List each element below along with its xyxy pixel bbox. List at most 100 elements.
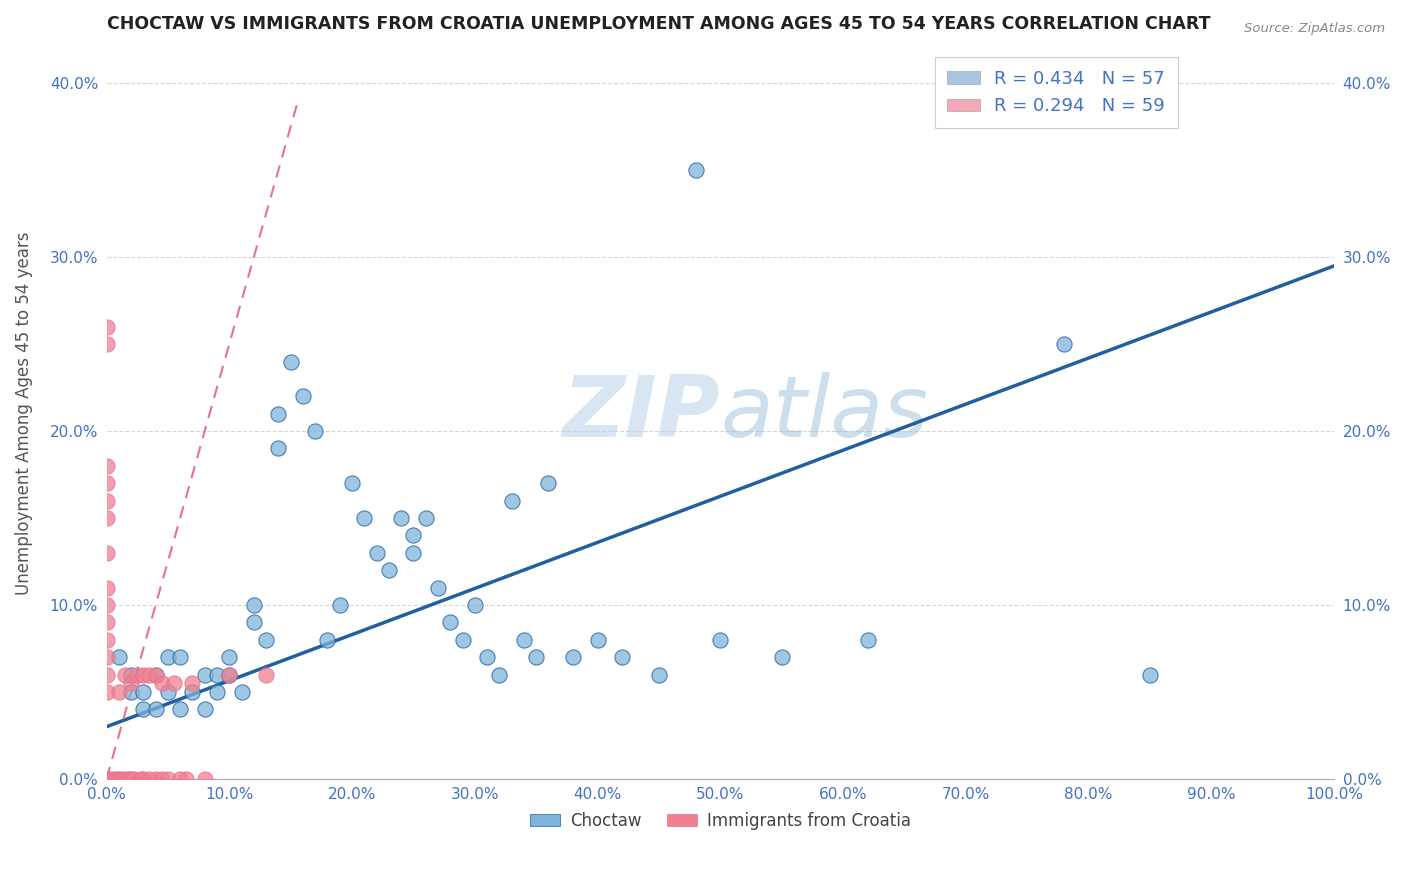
- Point: [96, 772, 118, 786]
- Point: [304, 424, 326, 438]
- Point: [96, 772, 118, 786]
- Point: [96, 511, 118, 525]
- Point: [96, 772, 118, 786]
- Point: [96, 598, 118, 612]
- Point: [96, 337, 118, 351]
- Point: [96, 650, 118, 665]
- Point: [117, 772, 139, 786]
- Point: [353, 511, 375, 525]
- Point: [194, 772, 217, 786]
- Point: [107, 772, 129, 786]
- Point: [96, 772, 118, 786]
- Point: [415, 511, 437, 525]
- Point: [132, 772, 155, 786]
- Point: [340, 476, 363, 491]
- Point: [163, 676, 186, 690]
- Point: [218, 667, 240, 681]
- Point: [770, 650, 793, 665]
- Point: [96, 772, 118, 786]
- Point: [181, 676, 204, 690]
- Point: [145, 667, 167, 681]
- Point: [464, 598, 486, 612]
- Point: [150, 676, 173, 690]
- Point: [218, 667, 240, 681]
- Text: ZIP: ZIP: [562, 372, 720, 455]
- Point: [101, 772, 124, 786]
- Point: [439, 615, 461, 630]
- Point: [176, 772, 198, 786]
- Point: [378, 563, 401, 577]
- Point: [96, 772, 118, 786]
- Point: [194, 667, 217, 681]
- Point: [105, 772, 128, 786]
- Point: [513, 632, 536, 647]
- Point: [231, 685, 253, 699]
- Point: [110, 772, 132, 786]
- Point: [1053, 337, 1076, 351]
- Point: [132, 702, 155, 716]
- Point: [243, 615, 266, 630]
- Point: [181, 685, 204, 699]
- Point: [138, 667, 160, 681]
- Point: [537, 476, 560, 491]
- Point: [267, 442, 290, 456]
- Point: [1139, 667, 1161, 681]
- Point: [129, 772, 152, 786]
- Point: [96, 615, 118, 630]
- Point: [132, 667, 155, 681]
- Point: [562, 650, 585, 665]
- Point: [156, 650, 179, 665]
- Point: [194, 702, 217, 716]
- Point: [254, 667, 277, 681]
- Point: [169, 650, 191, 665]
- Point: [122, 772, 145, 786]
- Point: [685, 163, 707, 178]
- Point: [96, 476, 118, 491]
- Point: [329, 598, 352, 612]
- Point: [107, 685, 129, 699]
- Point: [243, 598, 266, 612]
- Point: [96, 667, 118, 681]
- Point: [96, 319, 118, 334]
- Point: [132, 685, 155, 699]
- Point: [501, 493, 523, 508]
- Point: [96, 581, 118, 595]
- Point: [145, 667, 167, 681]
- Point: [120, 676, 142, 690]
- Point: [120, 772, 142, 786]
- Point: [389, 511, 412, 525]
- Point: [427, 581, 450, 595]
- Point: [96, 772, 118, 786]
- Point: [96, 772, 118, 786]
- Text: CHOCTAW VS IMMIGRANTS FROM CROATIA UNEMPLOYMENT AMONG AGES 45 TO 54 YEARS CORREL: CHOCTAW VS IMMIGRANTS FROM CROATIA UNEMP…: [107, 15, 1211, 33]
- Point: [280, 354, 302, 368]
- Point: [316, 632, 339, 647]
- Legend: Choctaw, Immigrants from Croatia: Choctaw, Immigrants from Croatia: [523, 805, 917, 837]
- Point: [402, 546, 425, 560]
- Point: [267, 407, 290, 421]
- Text: atlas: atlas: [720, 372, 928, 455]
- Point: [96, 772, 118, 786]
- Point: [150, 772, 173, 786]
- Point: [138, 772, 160, 786]
- Point: [291, 389, 314, 403]
- Point: [96, 458, 118, 473]
- Point: [218, 650, 240, 665]
- Point: [366, 546, 388, 560]
- Point: [96, 493, 118, 508]
- Point: [145, 772, 167, 786]
- Point: [254, 632, 277, 647]
- Point: [96, 772, 118, 786]
- Point: [709, 632, 731, 647]
- Point: [205, 667, 228, 681]
- Point: [96, 772, 118, 786]
- Point: [402, 528, 425, 542]
- Point: [114, 772, 136, 786]
- Y-axis label: Unemployment Among Ages 45 to 54 years: Unemployment Among Ages 45 to 54 years: [15, 232, 32, 596]
- Point: [856, 632, 879, 647]
- Point: [156, 772, 179, 786]
- Point: [96, 772, 118, 786]
- Point: [96, 772, 118, 786]
- Point: [145, 702, 167, 716]
- Point: [451, 632, 474, 647]
